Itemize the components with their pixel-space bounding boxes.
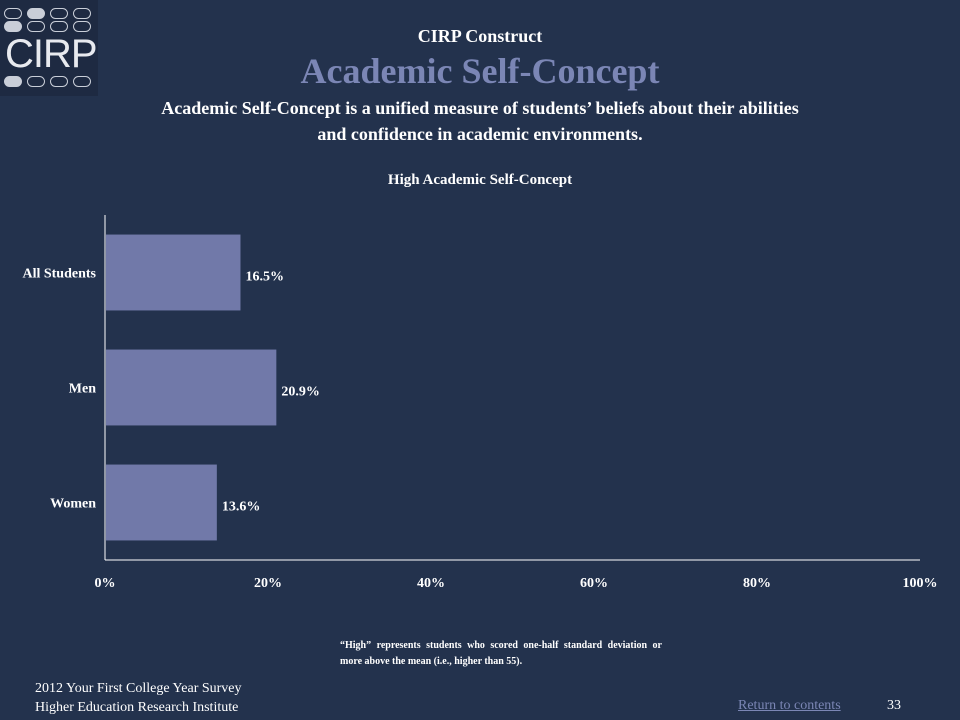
page-title: Academic Self-Concept	[300, 51, 660, 91]
logo-pill	[50, 21, 68, 32]
return-to-contents-link[interactable]: Return to contents	[738, 698, 841, 713]
logo-pill	[50, 76, 68, 87]
bar	[106, 234, 241, 311]
footnote: “High” represents students who scored on…	[340, 640, 662, 667]
x-tick-label: 80%	[743, 576, 771, 591]
category-label: Women	[50, 497, 96, 512]
footer-survey: 2012 Your First College Year Survey	[35, 681, 242, 696]
logo-text: CIRP	[5, 32, 98, 76]
logo-pill	[50, 8, 68, 19]
logo-pill	[4, 8, 22, 19]
construct-label: CIRP Construct	[417, 26, 543, 46]
logo-pill	[4, 21, 22, 32]
bar	[106, 349, 277, 426]
logo-pill	[73, 21, 91, 32]
chart-title: High Academic Self-Concept	[387, 172, 573, 188]
bar-chart: All Students 16.5% Men 20.9% Women 13.6% 0% 20%…	[22, 215, 938, 591]
x-tick-label: 100%	[903, 576, 938, 591]
logo-pill	[27, 76, 45, 87]
data-label: 16.5%	[245, 270, 284, 285]
page-number: 33	[887, 698, 901, 713]
logo-pill	[27, 21, 45, 32]
logo-pill	[73, 76, 91, 87]
x-tick-label: 60%	[580, 576, 608, 591]
logo-pill	[73, 8, 91, 19]
footer-source: 2012 Your First College Year Survey High…	[35, 679, 242, 717]
x-tick-label: 40%	[417, 576, 445, 591]
category-label: All Students	[22, 267, 96, 282]
construct-description: Academic Self-Concept is a unified measu…	[161, 98, 799, 144]
bar	[106, 464, 217, 541]
logo-pill	[4, 76, 22, 87]
x-tick-label: 20%	[254, 576, 282, 591]
logo-pill	[27, 8, 45, 19]
category-label: Men	[69, 382, 96, 397]
data-label: 13.6%	[222, 500, 261, 515]
footer-institute: Higher Education Research Institute	[35, 700, 239, 715]
x-tick-label: 0%	[95, 576, 116, 591]
data-label: 20.9%	[281, 385, 320, 400]
cirp-logo: CIRP	[0, 0, 98, 96]
